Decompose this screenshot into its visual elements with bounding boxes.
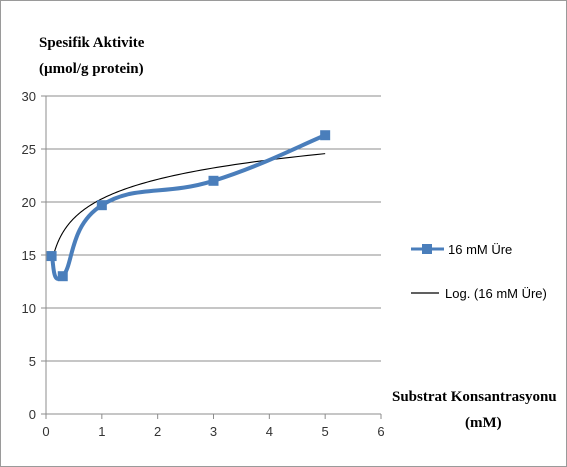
series-line-16mm-ure [49, 133, 328, 281]
x-tick-label: 0 [42, 424, 49, 439]
data-point-marker-4 [320, 130, 331, 141]
data-point-marker-0 [46, 251, 57, 262]
y-tick-label: 20 [22, 195, 36, 210]
legend-label-trendline: Log. (16 mM Üre) [445, 286, 547, 301]
y-tick-label: 5 [29, 354, 36, 369]
x-tick-labels: 0 1 2 3 4 5 6 [42, 424, 384, 439]
x-tick-label: 3 [210, 424, 217, 439]
y-axis-title-line1: Spesifik Aktivite [39, 35, 145, 51]
data-point-marker-2 [96, 200, 107, 211]
y-tick-label: 15 [22, 248, 36, 263]
data-point-marker-1 [57, 271, 68, 282]
series-markers [46, 130, 331, 282]
y-tick-label: 10 [22, 301, 36, 316]
x-tick-label: 1 [98, 424, 105, 439]
x-tick-label: 5 [322, 424, 329, 439]
legend: 16 mM Üre Log. (16 mM Üre) [411, 242, 547, 301]
legend-label-series: 16 mM Üre [448, 242, 512, 257]
y-tick-label: 25 [22, 142, 36, 157]
y-axis-title-line2: (µmol/g protein) [39, 61, 144, 77]
x-axis-title-line1: Substrat Konsantrasyonu [392, 389, 557, 405]
legend-marker-series [422, 244, 432, 254]
y-tick-label: 30 [22, 89, 36, 104]
y-tick-label: 0 [29, 407, 36, 422]
trendline-log [51, 153, 326, 264]
axes [41, 95, 382, 419]
data-point-marker-3 [208, 175, 219, 186]
x-axis-title-line2: (mM) [465, 415, 502, 431]
gridlines [46, 95, 381, 362]
x-tick-label: 6 [377, 424, 384, 439]
y-tick-labels: 0 5 10 15 20 25 30 [22, 89, 36, 422]
x-tick-label: 4 [266, 424, 273, 439]
x-tick-label: 2 [154, 424, 161, 439]
